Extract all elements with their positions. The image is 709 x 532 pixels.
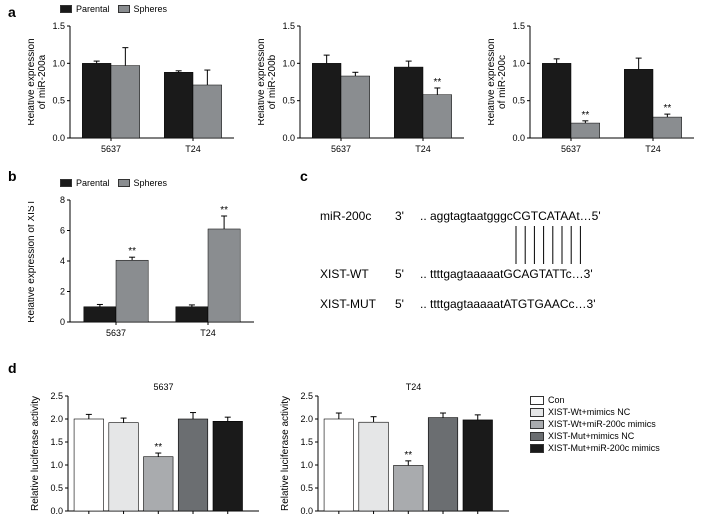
- svg-text:XIST-MUT: XIST-MUT: [320, 297, 377, 311]
- svg-text:T24: T24: [415, 144, 431, 154]
- legend-label-spheres: Spheres: [134, 4, 168, 14]
- svg-text:4: 4: [60, 256, 65, 266]
- panel-label-d: d: [8, 360, 17, 376]
- svg-text:Relative luciferase activity: Relative luciferase activity: [30, 396, 41, 511]
- legend-item-parental: Parental: [60, 4, 110, 14]
- svg-text:miR-200c: miR-200c: [320, 209, 371, 223]
- svg-text:Relative expressionof miR-200c: Relative expressionof miR-200c: [488, 38, 508, 125]
- svg-text:1.5: 1.5: [52, 21, 65, 31]
- legend-item-spheres: Spheres: [118, 4, 168, 14]
- svg-text:8: 8: [60, 195, 65, 205]
- svg-text:Relative luciferase activity: Relative luciferase activity: [280, 396, 291, 511]
- svg-text:**: **: [663, 103, 671, 114]
- svg-text:T24: T24: [406, 382, 422, 392]
- legend-swatch: [530, 444, 544, 453]
- svg-text:1.0: 1.0: [282, 58, 295, 68]
- svg-text:2: 2: [60, 287, 65, 297]
- svg-text:.. ttttgagtaaaaatATGTGAACc…3': .. ttttgagtaaaaatATGTGAACc…3': [420, 297, 596, 311]
- svg-text:1.0: 1.0: [52, 58, 65, 68]
- legend-item-wt_mimics: XIST-Wt+miR-200c mimics: [530, 419, 660, 429]
- svg-text:**: **: [581, 110, 589, 121]
- legend-item-mut_mimics: XIST-Mut+miR-200c mimics: [530, 443, 660, 453]
- legend-item-spheres-b: Spheres: [118, 178, 168, 188]
- svg-text:0.0: 0.0: [52, 133, 65, 143]
- figure-root: a b c d Parental Spheres Parental Sphere…: [0, 0, 709, 532]
- legend-swatch: [530, 396, 544, 405]
- svg-text:5637: 5637: [106, 328, 126, 338]
- svg-text:**: **: [128, 246, 136, 257]
- svg-text:Relative expressionof miR-200a: Relative expressionof miR-200a: [28, 38, 48, 125]
- legend-item-parental-b: Parental: [60, 178, 110, 188]
- panel-label-b: b: [8, 168, 17, 184]
- legend-label: XIST-Wt+miR-200c mimics: [548, 419, 656, 429]
- legend-parental-spheres-b: Parental Spheres: [60, 178, 175, 188]
- svg-text:5637: 5637: [561, 144, 581, 154]
- svg-text:**: **: [154, 442, 162, 453]
- legend-label-parental-b: Parental: [76, 178, 110, 188]
- sequence-alignment: miR-200c 3' .. aggtagtaatgggcCGTCATAAt…5' X…: [320, 200, 690, 335]
- svg-text:2.5: 2.5: [300, 391, 313, 401]
- svg-text:XIST-WT: XIST-WT: [320, 267, 369, 281]
- svg-text:0.0: 0.0: [300, 506, 313, 516]
- chart-mir200b: 0.0 0.5 1.0 1.5 Relative expressionof miR-20…: [258, 20, 468, 160]
- svg-text:0.5: 0.5: [52, 96, 65, 106]
- svg-text:0: 0: [60, 317, 65, 327]
- svg-text:0.0: 0.0: [512, 133, 525, 143]
- svg-text:**: **: [404, 450, 412, 461]
- chart-luciferase-t24: 0.0 0.5 1.0 1.5 2.0 2.5 Relative luciferase ac…: [278, 378, 513, 523]
- svg-text:5': 5': [395, 267, 404, 281]
- legend-swatch: [530, 408, 544, 417]
- legend-label: XIST-Mut+mimics NC: [548, 431, 634, 441]
- svg-text:1.5: 1.5: [282, 21, 295, 31]
- svg-text:0.0: 0.0: [50, 506, 63, 516]
- svg-text:0.5: 0.5: [512, 96, 525, 106]
- legend-label-spheres-b: Spheres: [134, 178, 168, 188]
- svg-text:T24: T24: [645, 144, 661, 154]
- svg-text:1.0: 1.0: [50, 460, 63, 470]
- svg-text:Relative expressionof miR-200b: Relative expressionof miR-200b: [258, 38, 278, 125]
- svg-text:3': 3': [395, 209, 404, 223]
- svg-text:2.5: 2.5: [50, 391, 63, 401]
- legend-luciferase: Con XIST-Wt+mimics NC XIST-Wt+miR-200c mim…: [530, 395, 660, 455]
- svg-text:T24: T24: [185, 144, 201, 154]
- legend-item-mut_nc: XIST-Mut+mimics NC: [530, 431, 660, 441]
- svg-text:1.5: 1.5: [300, 437, 313, 447]
- svg-text:5637: 5637: [153, 382, 173, 392]
- svg-text:.. aggtagtaatgggcCGTCATAAt…5': .. aggtagtaatgggcCGTCATAAt…5': [420, 209, 601, 223]
- svg-text:0.5: 0.5: [282, 96, 295, 106]
- svg-text:1.5: 1.5: [512, 21, 525, 31]
- legend-item-wt_nc: XIST-Wt+mimics NC: [530, 407, 660, 417]
- svg-text:1.0: 1.0: [300, 460, 313, 470]
- chart-xist: 0 2 4 6 8 Relative expression of XIST ** 5637 **…: [28, 194, 258, 344]
- chart-luciferase-5637: 0.0 0.5 1.0 1.5 2.0 2.5 Relative luciferase ac…: [28, 378, 263, 523]
- svg-text:0.0: 0.0: [282, 133, 295, 143]
- svg-text:**: **: [220, 205, 228, 216]
- panel-label-a: a: [8, 4, 16, 20]
- svg-text:0.5: 0.5: [300, 483, 313, 493]
- svg-text:.. ttttgagtaaaaatGCAGTATTc…3': .. ttttgagtaaaaatGCAGTATTc…3': [420, 267, 593, 281]
- svg-text:6: 6: [60, 226, 65, 236]
- legend-item-con: Con: [530, 395, 660, 405]
- svg-text:**: **: [433, 77, 441, 88]
- legend-parental-spheres: Parental Spheres: [60, 4, 175, 14]
- legend-label-parental: Parental: [76, 4, 110, 14]
- legend-label: XIST-Mut+miR-200c mimics: [548, 443, 660, 453]
- svg-text:5': 5': [395, 297, 404, 311]
- legend-swatch: [530, 432, 544, 441]
- legend-label: Con: [548, 395, 565, 405]
- chart-mir200c: 0.0 0.5 1.0 1.5 Relative expressionof miR-20…: [488, 20, 698, 160]
- svg-text:T24: T24: [200, 328, 216, 338]
- svg-text:5637: 5637: [101, 144, 121, 154]
- svg-text:2.0: 2.0: [300, 414, 313, 424]
- svg-text:1.0: 1.0: [512, 58, 525, 68]
- legend-label: XIST-Wt+mimics NC: [548, 407, 630, 417]
- chart-mir200a: 0.0 0.5 1.0 1.5 Relative expressionof miR-20…: [28, 20, 238, 160]
- svg-text:5637: 5637: [331, 144, 351, 154]
- panel-label-c: c: [300, 168, 308, 184]
- svg-text:0.5: 0.5: [50, 483, 63, 493]
- svg-text:Relative expression of XIST: Relative expression of XIST: [28, 199, 37, 322]
- svg-text:1.5: 1.5: [50, 437, 63, 447]
- svg-text:2.0: 2.0: [50, 414, 63, 424]
- legend-swatch: [530, 420, 544, 429]
